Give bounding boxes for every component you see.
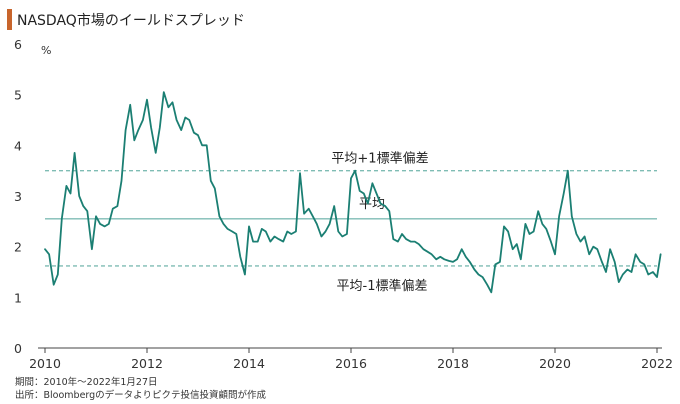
y-tick-label: 6: [14, 37, 22, 52]
x-axis-ticks: 2010 2012 2014 2016 2018 2020 2022: [29, 348, 673, 371]
y-axis-tick-labels: 0 1 2 3 4 5 6: [14, 37, 22, 356]
x-tick-label: 2016: [335, 356, 367, 371]
x-tick-label: 2022: [641, 356, 673, 371]
series-layer: [44, 91, 662, 294]
y-tick-label: 0: [14, 341, 22, 356]
y-tick-label: 2: [14, 240, 22, 255]
y-tick-label: 3: [14, 189, 22, 204]
series-line: [44, 91, 662, 294]
y-tick-label: 4: [14, 138, 22, 153]
title-accent-bar: [7, 9, 12, 30]
y-tick-label: 5: [14, 88, 22, 103]
y-tick-label: 1: [14, 290, 22, 305]
chart-title: NASDAQ市場のイールドスプレッド: [17, 12, 245, 29]
y-unit-label: %: [41, 44, 51, 57]
period-note: 期間：2010年～2022年1月27日: [15, 376, 158, 388]
source-note: 出所：Bloombergのデータよりピクテ投信投資顧問が作成: [15, 389, 266, 401]
x-tick-label: 2020: [539, 356, 571, 371]
x-tick-label: 2010: [29, 356, 61, 371]
x-tick-label: 2018: [437, 356, 469, 371]
x-tick-label: 2012: [131, 356, 163, 371]
x-tick-label: 2014: [233, 356, 265, 371]
reference-line-label: 平均-1標準偏差: [337, 278, 428, 294]
reference-line-label: 平均+1標準偏差: [331, 151, 428, 167]
